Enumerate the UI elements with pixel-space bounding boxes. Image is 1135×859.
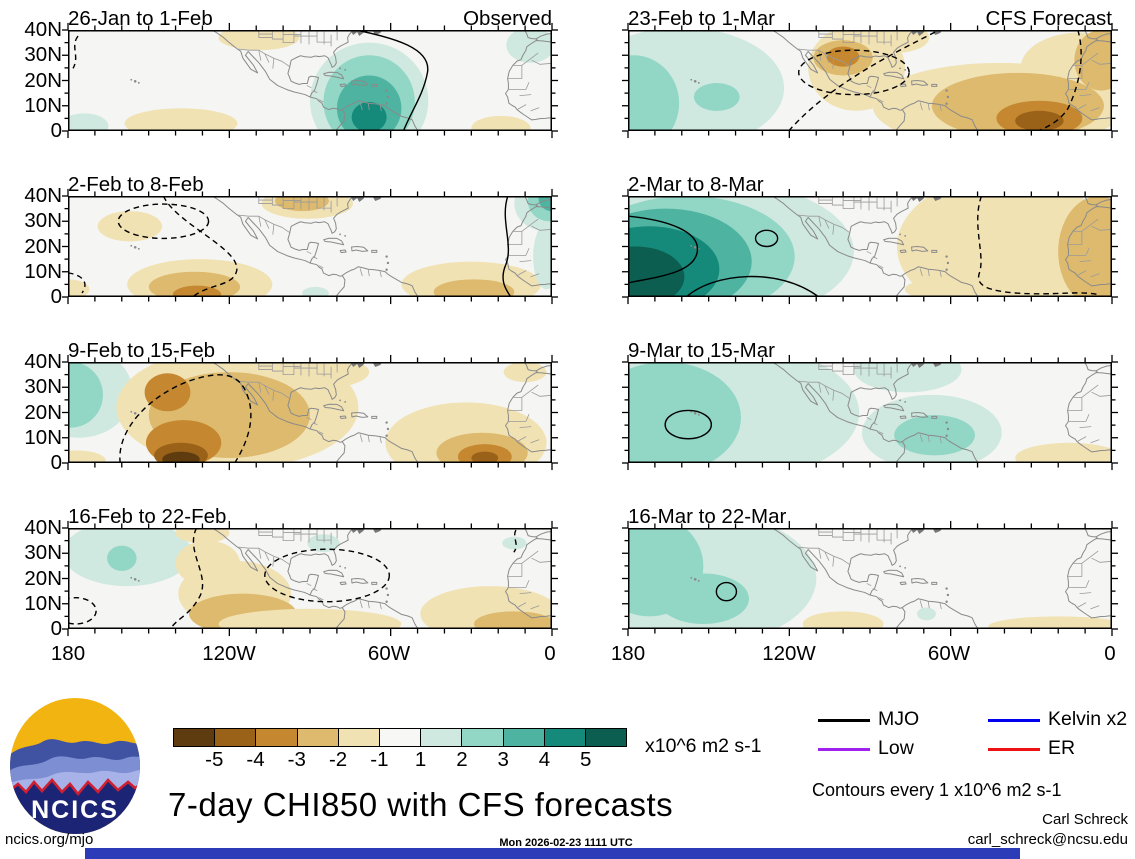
lat-tick-label: 10N [24,426,62,449]
colorbar-tick-label: 1 [414,748,427,771]
lat-tick-label: 0 [50,451,62,474]
colorbar-segment [544,729,586,746]
colorbar-tick-label: -3 [287,748,306,771]
legend-line-er [988,748,1040,751]
bottom-bar [85,848,1020,859]
colorbar [173,728,627,747]
panel-source-label: Observed [463,7,552,30]
map-panel: 2-Mar to 8-Mar [621,172,1119,305]
lon-tick-label: 60W [927,642,971,665]
map-panel: 9-Feb to 15-Feb [61,338,559,471]
colorbar-segment [338,729,380,746]
colorbar-segment [503,729,545,746]
lat-tick-label: 40N [24,18,62,41]
colorbar-segment [421,729,463,746]
timestamp: Mon 2026-02-23 1111 UTC [499,837,633,849]
site-link: ncics.org/mjo [5,831,94,848]
credit-name: Carl Schreck [1042,811,1128,828]
legend-label-low: Low [878,737,914,759]
lon-tick-label: 180 [610,642,646,665]
logo-ridge-line [10,778,140,797]
credit-email: carl_schreck@ncsu.edu [967,831,1128,848]
map-panel: 23-Feb to 1-Mar CFS Forecast [621,6,1119,139]
colorbar-tick-label: -1 [370,748,389,771]
colorbar-tick-label: 2 [456,748,468,771]
panel-period-label: 9-Mar to 15-Mar [628,339,775,362]
map-plot [621,520,1119,637]
lon-tick-label: 120W [202,642,256,665]
logo-text: NCICS [31,796,119,824]
colorbar-segment [585,729,627,746]
panel-period-label: 23-Feb to 1-Mar [628,7,775,30]
map-panel: 26-Jan to 1-Feb Observed [61,6,559,139]
colorbar-units: x10^6 m2 s-1 [645,735,762,757]
panel-source-label: CFS Forecast [985,7,1112,30]
lat-tick-label: 20N [24,235,62,258]
colorbar-tick-label: -4 [246,748,265,771]
lat-tick-label: 10N [24,592,62,615]
legend-line-kelvin [988,719,1040,722]
legend-label-mjo: MJO [878,708,920,730]
lon-tick-label: 0 [544,642,556,665]
map-panel: 9-Mar to 15-Mar [621,338,1119,471]
map-plot [621,354,1119,471]
lon-tick-label: 120W [762,642,816,665]
lat-tick-label: 20N [24,567,62,590]
lat-tick-label: 10N [24,94,62,117]
map-plot [61,520,559,637]
colorbar-tick-label: -2 [328,748,348,771]
map-plot [621,188,1119,305]
lat-tick-label: 20N [24,401,62,424]
panel-period-label: 16-Feb to 22-Feb [68,505,227,528]
map-panel: 16-Mar to 22-Mar [621,504,1119,637]
lat-tick-label: 30N [24,375,62,398]
colorbar-tick-label: 5 [579,748,592,771]
colorbar-segment [215,729,257,746]
map-panel: 2-Feb to 8-Feb [61,172,559,305]
panel-period-label: 16-Mar to 22-Mar [628,505,787,528]
panel-period-label: 2-Mar to 8-Mar [628,173,764,196]
lat-tick-label: 10N [24,260,62,283]
map-plot [61,354,559,471]
lon-tick-label: 60W [367,642,411,665]
colorbar-segment [256,729,298,746]
colorbar-tick-label: -5 [205,748,224,771]
legend-line-low [818,748,870,751]
colorbar-tick-label: 4 [538,748,551,771]
lat-tick-label: 0 [50,285,62,308]
map-panel: 16-Feb to 22-Feb [61,504,559,637]
lat-tick-label: 20N [24,69,62,92]
lat-tick-label: 30N [24,43,62,66]
lat-tick-label: 40N [24,350,62,373]
lat-tick-label: 0 [50,119,62,142]
legend-label-er: ER [1048,737,1076,759]
figure-title: 7-day CHI850 with CFS forecasts [168,786,674,823]
ncics-logo: NCICS [10,698,140,834]
logo-mountain-base [10,780,140,834]
legend-label-kelvin: Kelvin x2 [1048,708,1128,730]
colorbar-segment [379,729,422,746]
lat-tick-label: 30N [24,541,62,564]
contour-note: Contours every 1 x10^6 m2 s-1 [812,780,1062,800]
map-plot [621,22,1119,139]
colorbar-segment [297,729,339,746]
lat-tick-label: 40N [24,516,62,539]
lat-tick-label: 40N [24,184,62,207]
lat-tick-label: 30N [24,209,62,232]
map-plot [61,22,559,139]
lat-tick-label: 0 [50,617,62,640]
colorbar-segment [462,729,504,746]
panel-period-label: 9-Feb to 15-Feb [68,339,215,362]
colorbar-segment [174,729,216,746]
lon-tick-label: 0 [1104,642,1116,665]
legend-line-mjo [818,719,870,722]
colorbar-tick-label: 3 [497,748,509,771]
panel-period-label: 26-Jan to 1-Feb [68,7,213,30]
map-plot [61,188,559,305]
lon-tick-label: 180 [50,642,86,665]
panel-period-label: 2-Feb to 8-Feb [68,173,204,196]
